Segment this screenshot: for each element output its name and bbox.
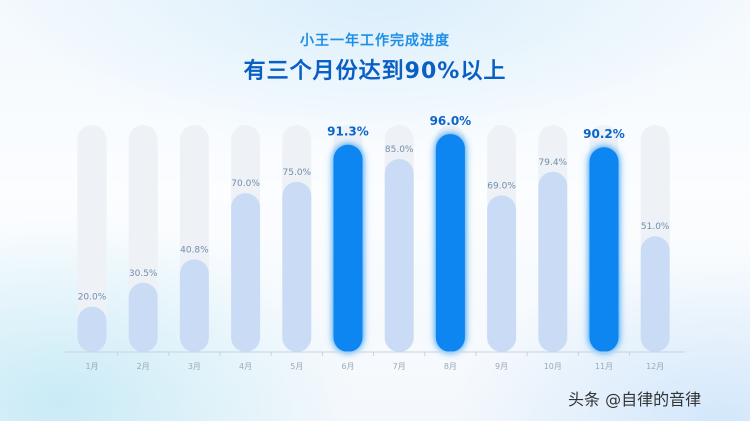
bar-9 [487,195,517,352]
category-label-12: 12月 [646,362,664,371]
bar-4 [231,193,261,352]
bar-2 [128,282,158,352]
bar-1 [77,306,107,352]
bar-11 [589,147,619,352]
value-label-9: 69.0% [487,181,516,191]
chart-title: 有三个月份达到90%以上 [243,59,507,84]
bar-6 [333,144,363,352]
category-label-1: 1月 [85,362,98,371]
bar-10 [538,171,568,352]
value-label-1: 20.0% [78,293,107,303]
category-label-11: 11月 [595,362,613,371]
watermark: 头条 @自律的音律 [568,390,702,409]
bar-12 [640,236,670,352]
value-label-11: 90.2% [583,127,625,141]
value-label-3: 40.8% [180,245,209,255]
value-label-10: 79.4% [539,158,568,168]
category-label-6: 6月 [341,362,354,371]
category-label-8: 8月 [444,362,457,371]
bar-5 [282,181,312,352]
value-label-5: 75.0% [283,168,312,178]
bar-8 [435,134,465,352]
value-label-2: 30.5% [129,269,158,279]
category-label-9: 9月 [495,362,508,371]
value-label-4: 70.0% [231,179,260,189]
value-label-7: 85.0% [385,145,414,155]
category-label-3: 3月 [188,362,201,371]
bar-track-1 [77,125,107,352]
value-label-6: 91.3% [327,125,369,139]
category-label-2: 2月 [137,362,150,371]
value-label-8: 96.0% [430,114,472,128]
value-label-12: 51.0% [641,222,670,232]
category-label-5: 5月 [290,362,303,371]
chart-subtitle: 小王一年工作完成进度 [300,33,450,49]
category-label-7: 7月 [393,362,406,371]
bar-7 [384,159,414,352]
bar-3 [179,259,209,352]
category-label-4: 4月 [239,362,252,371]
category-label-10: 10月 [544,362,562,371]
